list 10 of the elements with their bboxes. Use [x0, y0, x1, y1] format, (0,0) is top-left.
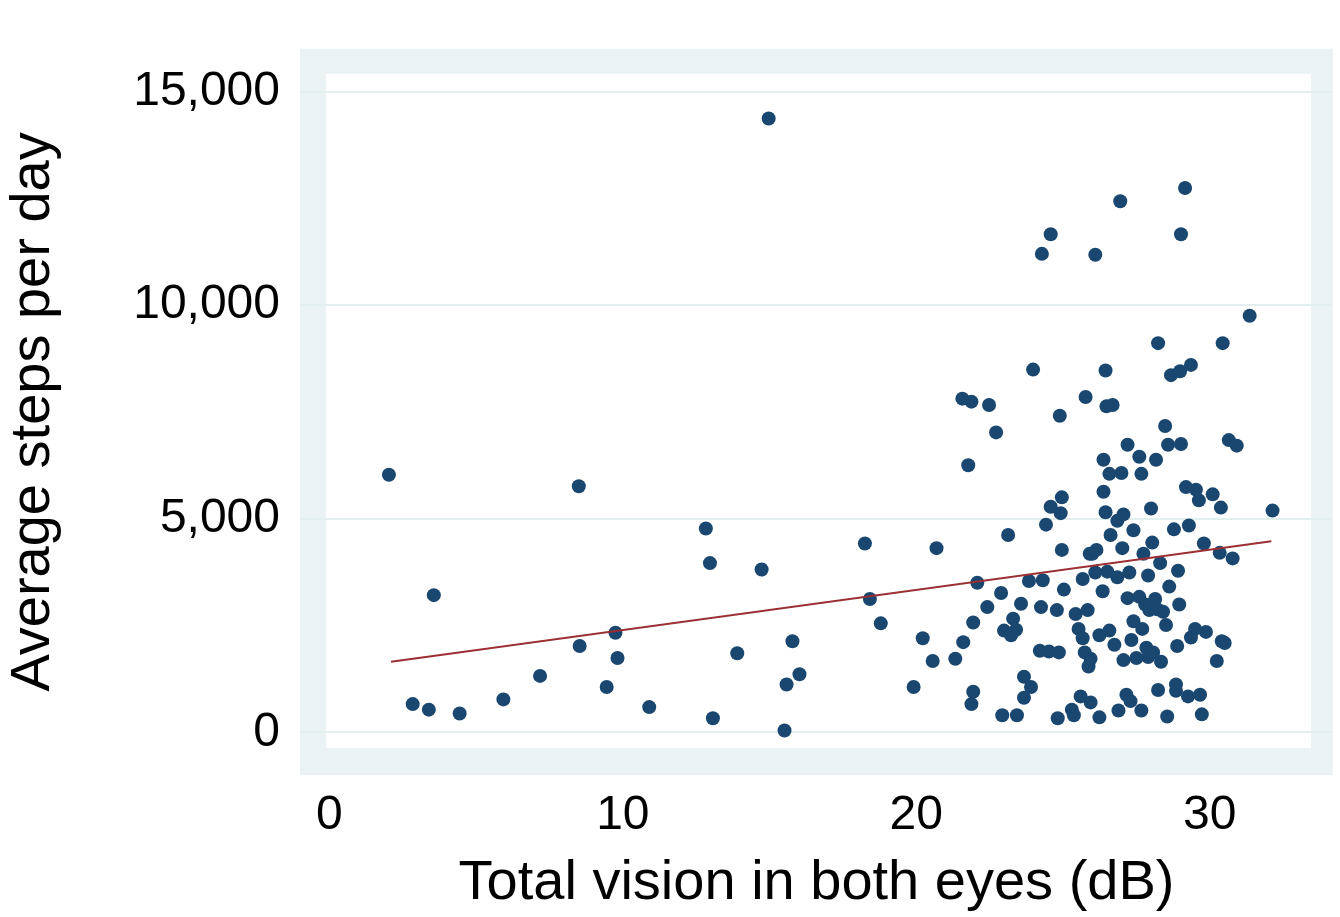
- y-tick-label: 0: [253, 702, 280, 756]
- x-axis-title: Total vision in both eyes (dB): [458, 847, 1175, 911]
- x-tick-label: 30: [1183, 786, 1237, 840]
- y-axis-title: Average steps per day: [0, 132, 62, 692]
- x-tick-label: 0: [316, 786, 343, 840]
- y-tick-label: 10,000: [133, 275, 280, 329]
- x-tick-label: 20: [889, 786, 943, 840]
- y-tick-label: 15,000: [133, 61, 280, 115]
- x-tick-label: 10: [596, 786, 650, 840]
- y-tick-label: 5,000: [159, 488, 280, 542]
